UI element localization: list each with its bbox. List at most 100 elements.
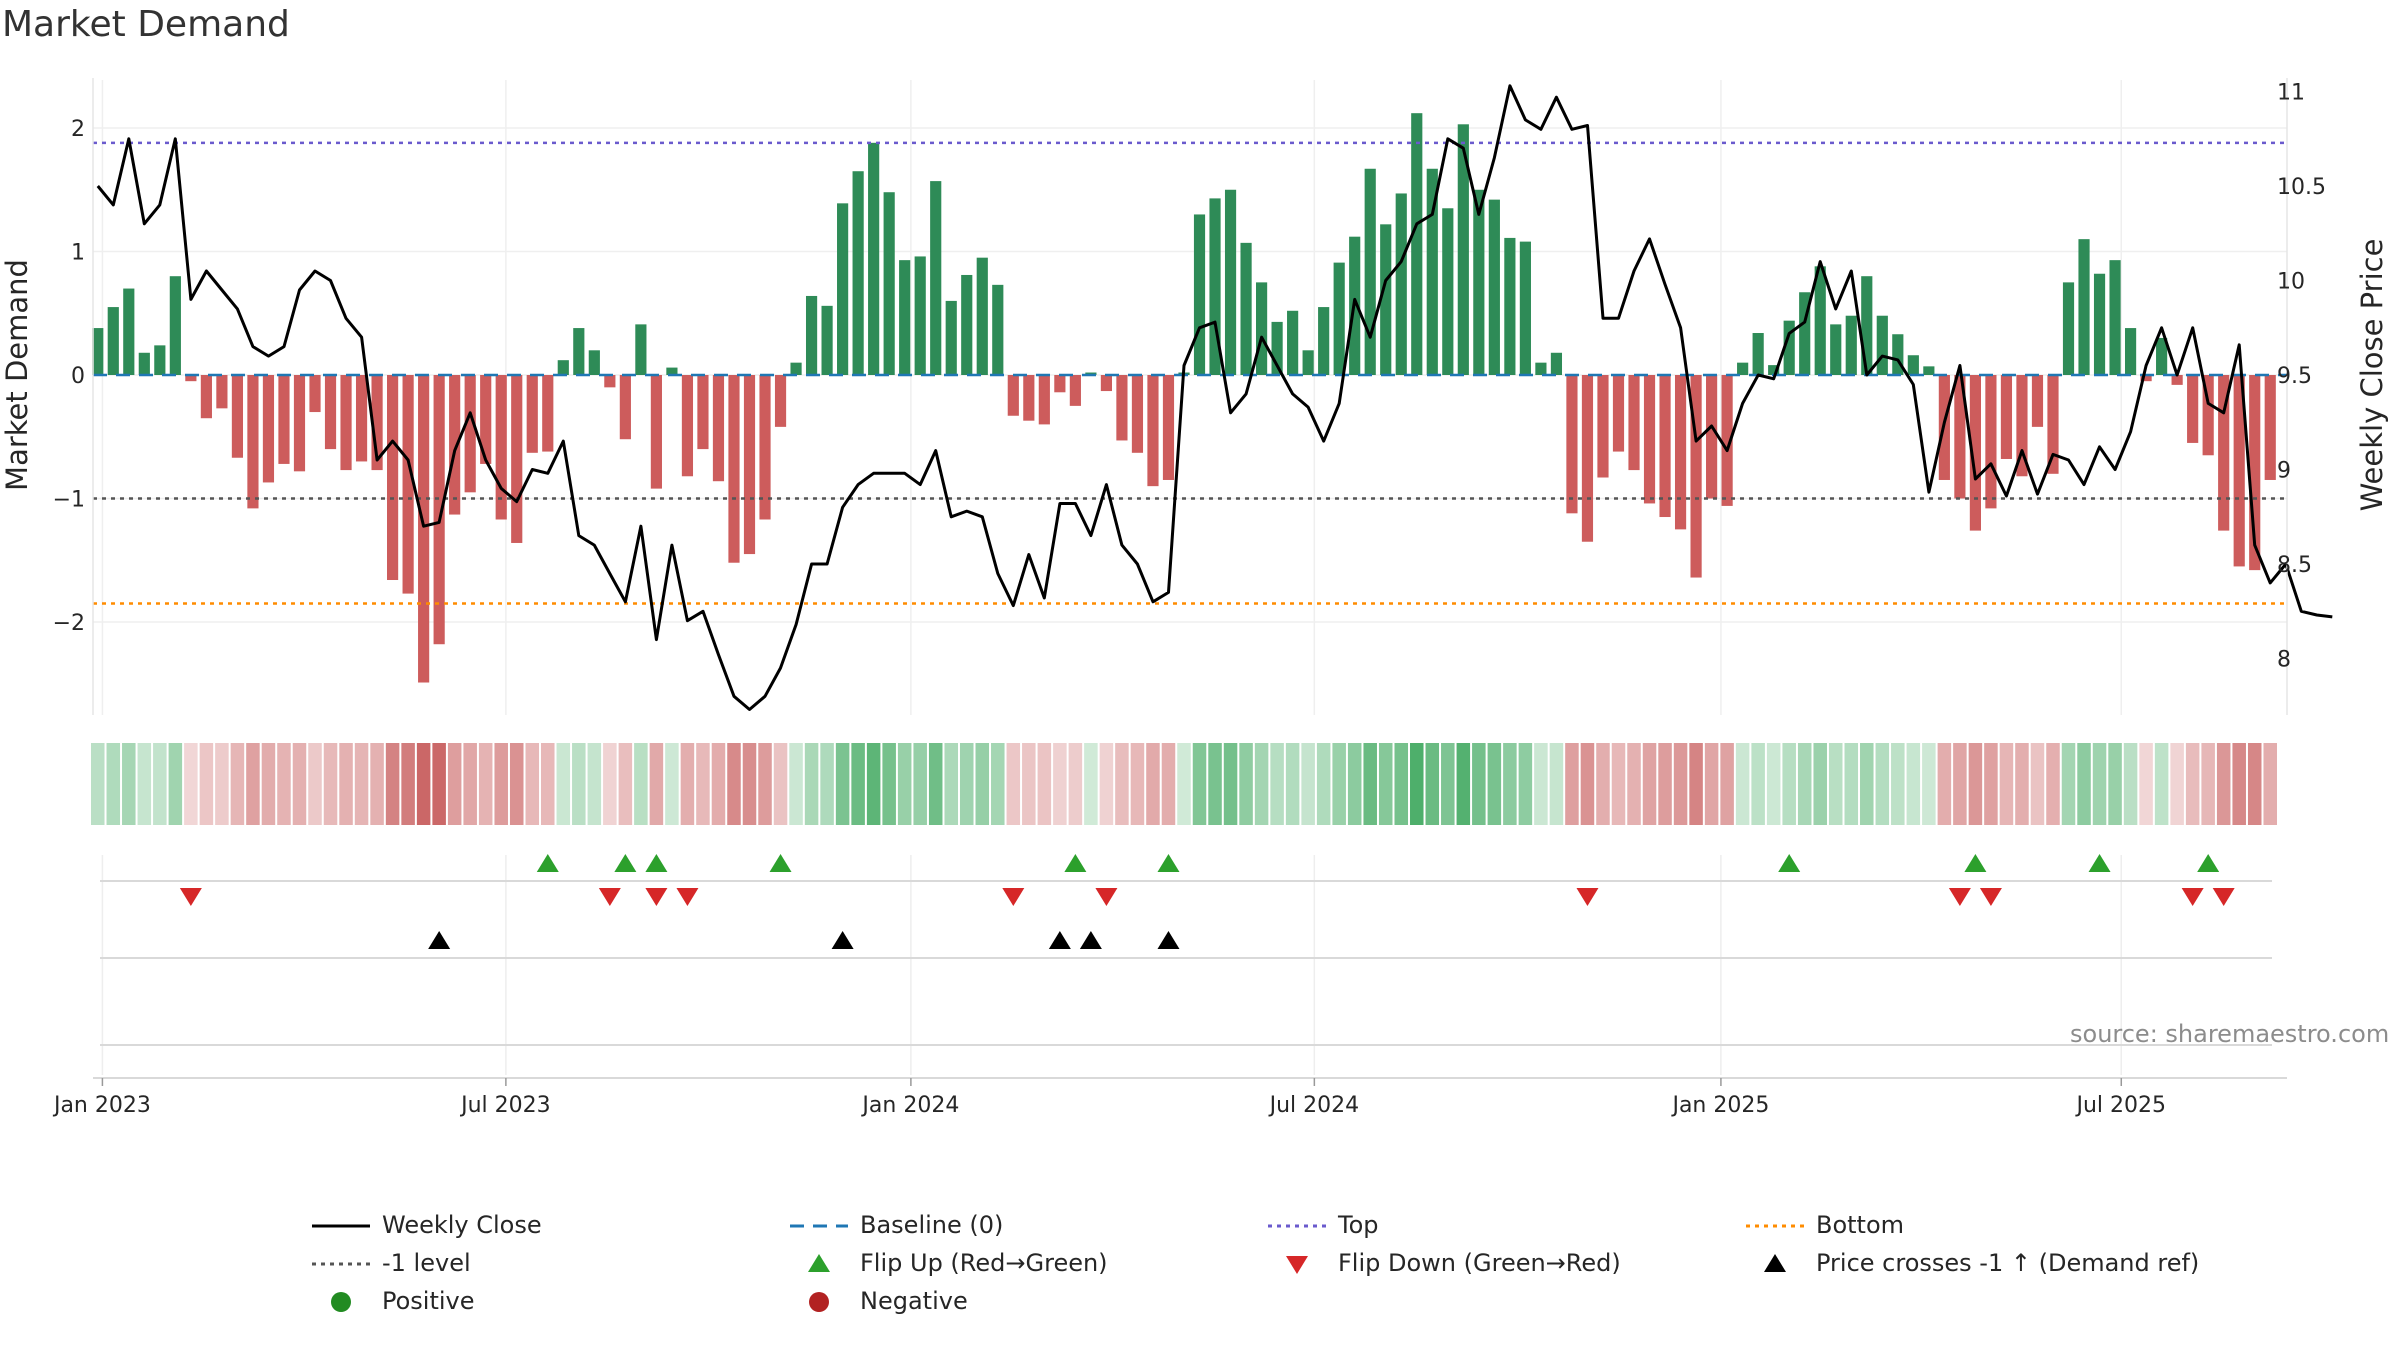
heat-cell — [1968, 743, 1983, 825]
demand-bar — [185, 375, 197, 382]
heat-cell — [2030, 743, 2045, 825]
heat-cell — [742, 743, 757, 825]
demand-bar — [1131, 375, 1144, 453]
flip-up-marker — [1157, 854, 1180, 872]
heat-cell — [649, 743, 664, 825]
demand-bar — [278, 375, 290, 464]
heat-cell — [1332, 743, 1346, 825]
y-tick-label: −1 — [53, 488, 85, 513]
reference-lines — [93, 141, 2287, 605]
heat-cell — [1006, 743, 1021, 825]
heat-cell — [1192, 743, 1207, 825]
legend-triangle-up-icon — [1764, 1254, 1786, 1272]
demand-bar — [1737, 362, 1749, 375]
flip-up-marker — [645, 854, 668, 872]
legend-label: Weekly Close — [382, 1211, 542, 1239]
demand-bar — [200, 375, 212, 419]
heat-cell — [1673, 743, 1688, 825]
heat-cell — [2123, 743, 2138, 825]
flip-down-marker — [2181, 888, 2204, 906]
heat-cell — [416, 743, 431, 825]
demand-bar — [1193, 214, 1206, 375]
demand-bar — [976, 257, 988, 375]
heat-cell — [447, 743, 462, 825]
demand-bar — [355, 375, 368, 462]
legend-triangle-up-icon — [808, 1254, 830, 1272]
demand-bar — [2000, 375, 2013, 459]
heat-cell — [1984, 743, 1998, 825]
heat-cell — [463, 743, 477, 825]
flip-down-marker — [1948, 888, 1971, 906]
demand-bar — [1643, 375, 1656, 504]
y2-tick-label: 9 — [2277, 459, 2291, 484]
demand-bar — [1752, 333, 1764, 375]
demand-bar — [2156, 337, 2168, 375]
heat-cell — [711, 743, 726, 825]
demand-bar — [216, 375, 228, 409]
demand-bar — [1318, 307, 1330, 375]
heat-cell — [339, 743, 353, 825]
demand-bar — [899, 260, 911, 375]
demand-bar — [1923, 366, 1935, 375]
heat-cell — [541, 743, 555, 825]
demand-bar — [433, 375, 445, 645]
heat-cell — [1828, 743, 1843, 825]
event-markers — [100, 854, 2272, 1046]
heat-cell — [603, 743, 617, 825]
heat-cell — [820, 743, 834, 825]
price-cross-marker — [1157, 931, 1180, 949]
demand-bar — [1038, 375, 1050, 425]
demand-bar — [868, 142, 880, 375]
demand-bar — [1147, 375, 1159, 487]
demand-bar — [2187, 375, 2199, 443]
flip-up-marker — [1964, 854, 1987, 872]
heat-cell — [1658, 743, 1672, 825]
heat-cell — [261, 743, 276, 825]
demand-bar — [449, 375, 461, 515]
price-cross-marker — [1079, 931, 1102, 949]
legend-label: Flip Down (Green→Red) — [1338, 1249, 1621, 1277]
heat-cell — [2077, 743, 2091, 825]
flip-down-marker — [179, 888, 202, 906]
demand-bar — [712, 375, 725, 482]
demand-bar — [1690, 375, 1702, 578]
demand-bar — [2171, 375, 2183, 385]
heat-cell — [1441, 743, 1455, 825]
heat-cell — [1177, 743, 1191, 825]
x-tick-label: Jan 2023 — [52, 1093, 151, 1118]
heat-cell — [2061, 743, 2076, 825]
heat-cell — [959, 743, 974, 825]
flip-up-marker — [1778, 854, 1801, 872]
demand-bar — [1364, 168, 1376, 375]
heat-cell — [773, 743, 788, 825]
flip-down-marker — [1576, 888, 1599, 906]
demand-bar — [821, 305, 833, 375]
heat-cell — [1301, 743, 1315, 825]
x-tick-label: Jan 2025 — [1670, 1093, 1769, 1118]
x-tick-label: Jan 2024 — [860, 1093, 959, 1118]
heat-cell — [1813, 743, 1827, 825]
price-cross-marker — [428, 931, 451, 949]
heat-cell — [1549, 743, 1564, 825]
demand-bar — [945, 300, 957, 375]
heat-cell — [1487, 743, 1502, 825]
weekly-close-line — [96, 84, 2333, 711]
heat-cell — [1410, 743, 1424, 825]
heat-cell — [1316, 743, 1331, 825]
heat-cell — [1456, 743, 1471, 825]
heat-cell — [866, 743, 881, 825]
legend-label: Flip Up (Red→Green) — [860, 1249, 1108, 1277]
heat-cell — [1534, 743, 1548, 825]
heat-cell — [1130, 743, 1145, 825]
heat-cell — [525, 743, 540, 825]
heat-cell — [2092, 743, 2107, 825]
demand-bar — [418, 375, 430, 683]
heat-cell — [1394, 743, 1409, 825]
heat-cell — [215, 743, 229, 825]
heat-cell — [246, 743, 260, 825]
heat-cell — [2263, 743, 2277, 825]
demand-bar — [1954, 375, 1966, 499]
demand-bar — [805, 295, 818, 375]
heat-cell — [696, 743, 710, 825]
heat-cell — [2216, 743, 2231, 825]
